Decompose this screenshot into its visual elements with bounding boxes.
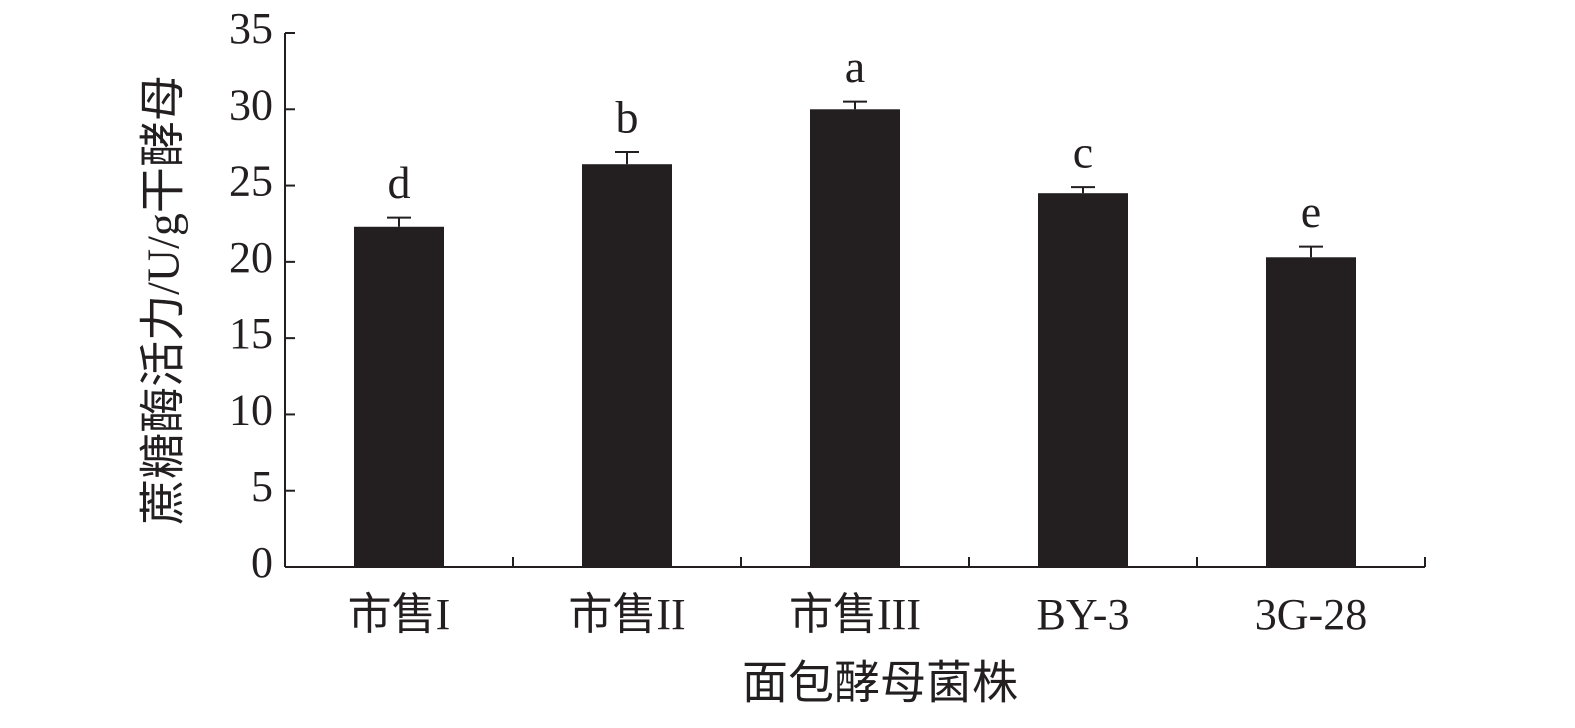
bar <box>810 109 900 568</box>
y-tick-label: 30 <box>229 80 273 129</box>
significance-label: c <box>1073 127 1093 178</box>
x-tick-label: 市售III <box>789 590 921 639</box>
x-tick-label: BY-3 <box>1037 590 1130 639</box>
bar <box>354 226 444 567</box>
y-tick-label: 0 <box>251 538 273 587</box>
y-tick-label: 35 <box>229 4 273 53</box>
y-tick-label: 20 <box>229 233 273 282</box>
significance-label: a <box>845 41 865 92</box>
significance-label: b <box>616 92 639 143</box>
x-tick-label: 市售II <box>568 590 685 639</box>
y-tick-label: 15 <box>229 309 273 358</box>
y-axis-title: 蔗糖酶活力/U/g干酵母 <box>138 75 189 525</box>
x-axis-title: 面包酵母菌株 <box>742 658 1018 709</box>
significance-label: e <box>1301 186 1321 237</box>
x-tick-label: 市售I <box>348 590 451 639</box>
y-tick-label: 5 <box>251 462 273 511</box>
bar <box>1266 257 1356 567</box>
y-tick-label: 10 <box>229 386 273 435</box>
bar <box>1038 193 1128 567</box>
x-tick-label: 3G-28 <box>1255 590 1367 639</box>
significance-label: d <box>388 157 411 208</box>
bar <box>582 164 672 567</box>
y-tick-label: 25 <box>229 157 273 206</box>
